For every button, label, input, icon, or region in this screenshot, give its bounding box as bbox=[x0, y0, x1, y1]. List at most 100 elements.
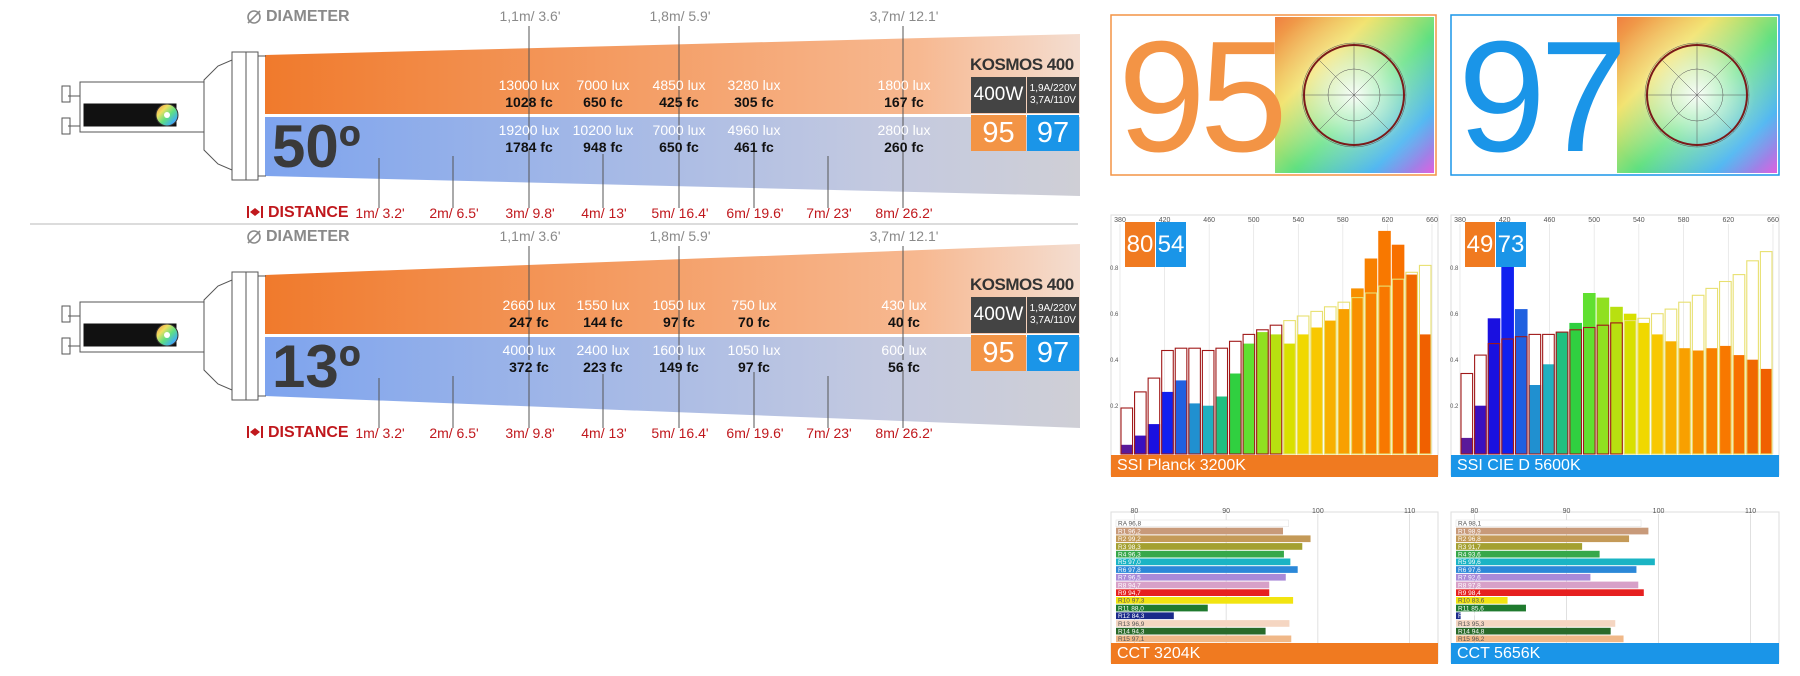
fc-value: 70 fc bbox=[738, 314, 770, 330]
cri-bar-label: R13 95,3 bbox=[1458, 621, 1485, 628]
ssi-reference-bar bbox=[1256, 329, 1269, 455]
ssi-reference-bar bbox=[1610, 322, 1623, 455]
ssi-reference-bar bbox=[1596, 324, 1610, 455]
ssi-reference-bar bbox=[1174, 347, 1188, 455]
ssi-bar bbox=[1120, 444, 1134, 454]
fc-value: 97 fc bbox=[738, 359, 770, 375]
distance-value: 8m/ 26.2' bbox=[875, 425, 933, 441]
ssi-reference-bar bbox=[1487, 343, 1501, 455]
fc-value: 223 fc bbox=[583, 359, 623, 375]
fc-value: 149 fc bbox=[659, 359, 699, 375]
cri-x-tick: 80 bbox=[1130, 508, 1138, 515]
ssi-reference-bar bbox=[1460, 372, 1474, 455]
ssi-reference-bar bbox=[1283, 320, 1296, 455]
cri-bar bbox=[1456, 597, 1508, 604]
ssi-x-tick: 620 bbox=[1382, 217, 1394, 224]
ssi-bar bbox=[1542, 364, 1555, 454]
lux-value: 7000 lux bbox=[652, 122, 706, 138]
ssi-x-tick: 580 bbox=[1678, 217, 1690, 224]
cri-bar-label: R5 99,6 bbox=[1458, 559, 1481, 566]
lux-value: 4000 lux bbox=[502, 342, 556, 358]
cri-bar bbox=[1456, 527, 1649, 535]
ssi-reference-bar bbox=[1474, 354, 1487, 455]
ssi-bar bbox=[1759, 368, 1773, 454]
ssi-bar bbox=[1719, 345, 1732, 454]
ssi-x-tick: 580 bbox=[1337, 217, 1349, 224]
cri-bar-label: R12 84,3 bbox=[1118, 613, 1145, 620]
bottom-beam bbox=[265, 244, 1080, 428]
cri-bar-label: R14 94,3 bbox=[1118, 629, 1145, 636]
lux-value: 1800 lux bbox=[877, 77, 931, 93]
lux-value: 1550 lux bbox=[576, 297, 630, 313]
cri-bar bbox=[1116, 612, 1174, 620]
ssi-x-tick: 460 bbox=[1203, 217, 1215, 224]
cri-bar-label: R11 88,0 bbox=[1118, 605, 1144, 612]
cri-bar bbox=[1456, 558, 1655, 566]
cri-bar-label: R4 96,3 bbox=[1118, 552, 1141, 559]
ssi-bar bbox=[1391, 244, 1405, 454]
cri-bar-label: R10 97,3 bbox=[1118, 598, 1145, 605]
lux-value: 2800 lux bbox=[877, 122, 931, 138]
cri-bar bbox=[1456, 566, 1637, 573]
ssi-reference-bar bbox=[1134, 391, 1147, 455]
cri-bar-label: R11 85,6 bbox=[1458, 605, 1484, 612]
cri-x-tick: 100 bbox=[1312, 508, 1324, 515]
cri-bar bbox=[1116, 550, 1284, 558]
cri-badge-warm: 95 bbox=[971, 115, 1026, 151]
ssi-score-2: 73 bbox=[1496, 222, 1526, 267]
cri-large-cool: 97 bbox=[1458, 9, 1628, 185]
fc-value: 650 fc bbox=[583, 94, 623, 110]
ssi-reference-bar bbox=[1228, 340, 1242, 455]
cri-bar-label: R2 99,2 bbox=[1118, 536, 1141, 543]
ssi-planck-chart: 380 420 460 500 540 580 620 660 0.8 0.6 0.4 0.2 bbox=[1110, 217, 1438, 455]
fc-value: 461 fc bbox=[734, 139, 774, 155]
lux-value: 430 lux bbox=[881, 297, 927, 313]
fc-value: 650 fc bbox=[659, 139, 699, 155]
ssi-bar bbox=[1528, 385, 1542, 454]
cri-bars-cool: 80 90 100 110 RA 98,1R1 98,9R2 96,8R3 91,7R4… bbox=[1455, 508, 1756, 644]
ssi-bar bbox=[1664, 341, 1678, 454]
distance-value: 5m/ 16.4' bbox=[651, 425, 709, 441]
diameter-icon bbox=[247, 10, 261, 24]
cri-bar bbox=[1115, 519, 1289, 527]
ssi-x-tick: 540 bbox=[1633, 217, 1645, 224]
ssi-reference-bar bbox=[1569, 329, 1583, 455]
lux-value: 7000 lux bbox=[576, 77, 630, 93]
ssi-bar bbox=[1555, 332, 1569, 454]
ssi-bar bbox=[1460, 437, 1474, 454]
cri-bar bbox=[1456, 604, 1526, 612]
ssi-reference-bar bbox=[1201, 349, 1215, 455]
ssi-reference-bar bbox=[1650, 313, 1664, 455]
cri-x-tick: 110 bbox=[1404, 508, 1415, 515]
cri-bar bbox=[1456, 635, 1624, 643]
cri-bar bbox=[1116, 589, 1270, 596]
cri-bar-label: RA 98,1 bbox=[1458, 521, 1482, 528]
fc-value: 97 fc bbox=[663, 314, 695, 330]
ssi-bar bbox=[1514, 309, 1528, 454]
cri-bar-label: R8 97,8 bbox=[1458, 582, 1481, 589]
ssi-reference-bar bbox=[1418, 264, 1432, 455]
ssi-x-tick: 380 bbox=[1114, 217, 1126, 224]
ssi-bar bbox=[1732, 355, 1746, 454]
lux-value: 2660 lux bbox=[502, 297, 556, 313]
ssi-bar bbox=[1201, 405, 1215, 454]
ssi-reference-bar bbox=[1705, 287, 1719, 455]
ssi-x-tick: 540 bbox=[1292, 217, 1304, 224]
distance-value: 7m/ 23' bbox=[806, 205, 852, 221]
ssi-bar bbox=[1242, 343, 1256, 454]
diameter-icon bbox=[247, 230, 261, 244]
ssi-reference-bar bbox=[1269, 324, 1283, 455]
fc-value: 40 fc bbox=[888, 314, 920, 330]
cri-badge-warm: 95 bbox=[971, 335, 1026, 371]
lux-value: 3280 lux bbox=[727, 77, 781, 93]
distance-value: 6m/ 19.6' bbox=[726, 425, 784, 441]
ssi-score-1: 49 bbox=[1465, 222, 1495, 267]
ssi-y-tick: 0.6 bbox=[1110, 312, 1119, 318]
cri-bar-label: R13 96,9 bbox=[1118, 621, 1145, 628]
cri-badge-cool: 97 bbox=[1027, 115, 1079, 151]
ssi-bar bbox=[1269, 334, 1283, 454]
cri-bar bbox=[1456, 589, 1644, 596]
ssi-reference-bar bbox=[1746, 260, 1759, 455]
top-beam bbox=[265, 26, 1080, 208]
distance-value: 4m/ 13' bbox=[581, 425, 627, 441]
